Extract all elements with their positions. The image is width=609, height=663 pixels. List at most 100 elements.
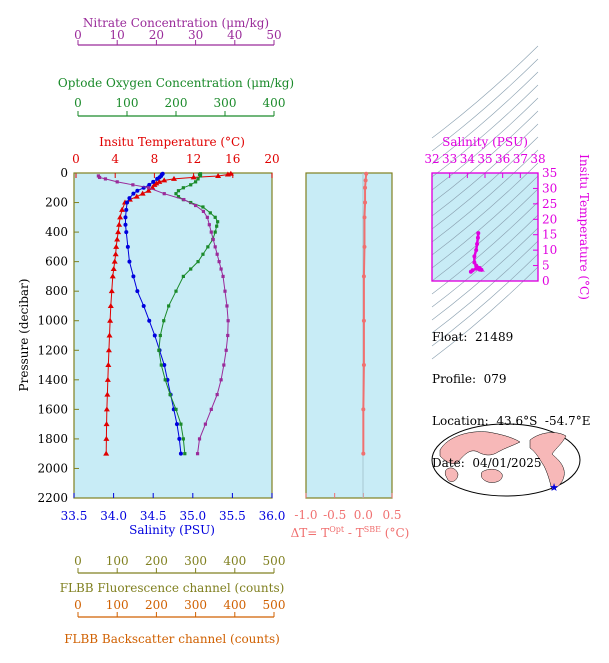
delta-axis-tick-label: 0.5 [382,508,401,522]
ts-contour-line [431,58,539,152]
delta-data-point [361,318,366,323]
salinity-data-point [131,274,136,279]
ts-data-point [470,268,475,273]
salinity-data-point [125,200,130,205]
salinity-data-point [147,182,152,187]
ts-temperature-axis-tick-label: 20 [542,212,557,226]
delta-data-point [361,407,366,412]
delta-data-point [362,215,367,220]
nitrate-data-point [223,289,227,293]
ts-data-point [474,266,479,271]
salinity-data-point [131,191,136,196]
temperature-data-point [116,221,123,227]
salinity-axis-title: Salinity (PSU) [129,523,215,537]
oxygen-data-point [208,211,212,215]
nitrate-data-point [115,180,119,184]
oxygen-data-point [198,174,203,178]
nitrate-data-point [207,223,211,227]
nitrate-data-point [209,230,213,234]
salinity-axis-tick-label: 35.0 [179,509,206,523]
ts-data-point [474,248,479,253]
delta-label-mid: - T [344,526,364,540]
ts-temperature-axis-tick-label: 15 [542,228,557,242]
oxygen-data-point [201,252,205,256]
pressure-axis-tick-label: 1800 [37,432,68,446]
oxygen-data-point [157,348,161,352]
ts-data-point [475,241,480,246]
nitrate-data-point [215,392,219,397]
ts-contour-line [431,227,539,321]
ts-salinity-axis-tick-label: 33 [442,152,457,166]
delta-axis-tick-label: -0.5 [323,508,346,522]
temperature-data-point [105,362,112,368]
ts-contour-line [431,84,539,178]
oxygen-data-point [179,422,183,426]
salinity-data-point [124,230,129,235]
salinity-data-point [155,176,160,181]
oxygen-data-point [181,186,185,190]
temperature-data-point [103,450,110,456]
temperature-axis-title: Insitu Temperature (°C) [99,135,245,149]
map-land-asia [439,431,521,464]
pressure-axis-tick-label: 400 [45,225,68,239]
salinity-axis-tick-label: 36.0 [259,509,286,523]
nitrate-data-point [146,186,151,190]
ts-contour-line [431,136,539,230]
temperature-axis-tick-label: 0 [72,152,80,166]
delta-plot-area [305,172,393,499]
flbb-back-axis-tick-label: 300 [184,598,207,612]
ts-temperature-axis-tick-label: 25 [542,197,557,211]
nitrate-data-point [103,177,108,181]
oxygen-data-point [158,333,162,338]
ts-salinity-axis-tick-label: 34 [460,152,476,166]
oxygen-axis-tick-label: 100 [116,96,139,110]
ts-salinity-axis-tick-label: 38 [530,152,545,166]
ts-contour-line [431,45,539,139]
nitrate-data-point [221,274,225,279]
ts-temperature-axis-tick-label: 5 [542,259,550,273]
temperature-data-point [117,214,124,220]
nitrate-data-point [203,422,207,426]
nitrate-data-point [222,363,226,367]
pressure-axis-tick-label: 200 [45,196,68,210]
ts-temperature-axis-tick-label: 10 [542,243,557,257]
delta-axis-title: ΔT= TOpt - TSBE (°C) [291,525,410,540]
flbb-back-axis-title: FLBB Backscatter channel (counts) [64,632,280,646]
delta-data-point [361,274,366,279]
nitrate-axis-title: Nitrate Concentration (μm/kg) [83,16,269,30]
temperature-data-point [104,391,111,397]
oxygen-data-point [162,319,166,323]
salinity-data-point [147,318,152,323]
pressure-axis-title: Pressure (decibar) [17,279,31,392]
nitrate-data-point [195,452,200,456]
ts-contour-line [431,266,539,360]
temperature-data-point [109,273,116,279]
oxygen-data-point [213,230,217,234]
salinity-data-point [127,259,132,264]
temperature-data-point [145,187,152,193]
flbb-fluor-axis-title: FLBB Fluorescence channel (counts) [60,581,285,595]
nitrate-data-point [226,319,230,323]
oxygen-data-point [176,189,181,193]
salinity-data-point [123,215,128,220]
temperature-axis-tick-label: 20 [264,152,279,166]
nitrate-data-point [209,407,213,411]
delta-sup-opt: Opt [329,525,345,534]
ts-salinity-axis-tick-label: 37 [513,152,528,166]
pressure-axis-tick-label: 0 [60,166,68,180]
map-land-africa [444,467,459,482]
nitrate-axis-tick-label: 30 [188,28,203,42]
delta-data-point [362,244,367,249]
delta-data-point [363,200,368,205]
temperature-data-point [103,435,110,441]
nitrate-axis-tick-label: 0 [74,28,82,42]
flbb-fluor-axis-tick-label: 0 [74,554,82,568]
oxygen-data-point [213,215,217,219]
temperature-data-point [119,206,126,212]
temperature-data-point [104,376,111,382]
oxygen-axis-tick-label: 200 [165,96,188,110]
temperature-data-point [106,332,113,338]
oxygen-data-point [183,452,187,456]
delta-data-point [363,185,368,190]
